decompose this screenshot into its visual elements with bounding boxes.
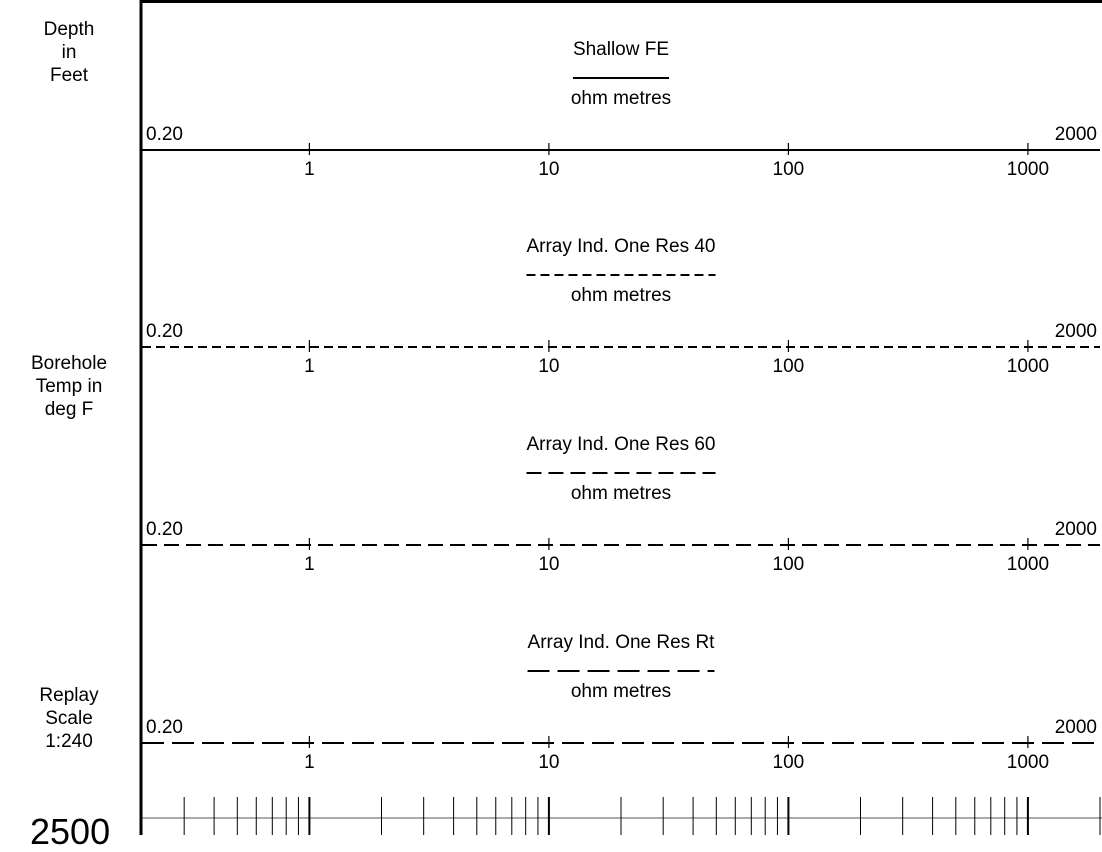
scale-tick-label: 1: [304, 159, 315, 180]
curve-unit: ohm metres: [571, 88, 671, 109]
temperature-label-line: Borehole: [30, 353, 108, 374]
curve-name: Shallow FE: [573, 39, 669, 60]
scale-tick-label: 100: [773, 159, 805, 180]
depth-label-line: in: [61, 42, 77, 63]
scale-max-label: 2000: [1055, 321, 1097, 342]
scale-tick-label: 1: [304, 554, 315, 575]
scale-min-label: 0.20: [146, 124, 183, 145]
scale-min-label: 0.20: [146, 519, 183, 540]
scale-max-label: 2000: [1055, 717, 1097, 738]
depth-label-line: Feet: [49, 65, 89, 86]
scale-min-label: 0.20: [146, 717, 183, 738]
scale-tick-label: 1000: [1007, 554, 1049, 575]
curve-unit: ohm metres: [571, 681, 671, 702]
curve-name: Array Ind. One Res Rt: [528, 632, 716, 653]
scale-tick-label: 1: [304, 356, 315, 377]
replay-scale-label-line: 1:240: [45, 731, 93, 752]
scale-tick-label: 10: [538, 356, 559, 377]
replay-scale-label: Replay Scale 1:240: [0, 684, 138, 753]
depth-label: Depth in Feet: [0, 18, 138, 87]
temperature-label-line: Temp in: [35, 376, 103, 397]
scale-tick-label: 10: [538, 159, 559, 180]
curve-name: Array Ind. One Res 40: [526, 236, 715, 257]
scale-tick-label: 100: [773, 356, 805, 377]
curve-name: Array Ind. One Res 60: [526, 434, 715, 455]
depth-label-line: Depth: [43, 19, 95, 40]
scale-tick-label: 1000: [1007, 752, 1049, 773]
temperature-label: Borehole Temp in deg F: [0, 352, 138, 421]
temperature-label-line: deg F: [44, 399, 94, 420]
scale-max-label: 2000: [1055, 124, 1097, 145]
replay-scale-label-line: Scale: [45, 708, 93, 729]
scale-tick-label: 100: [773, 554, 805, 575]
scale-tick-label: 1000: [1007, 159, 1049, 180]
scale-tick-label: 100: [773, 752, 805, 773]
scale-tick-label: 1: [304, 752, 315, 773]
scale-max-label: 2000: [1055, 519, 1097, 540]
scale-tick-label: 10: [538, 554, 559, 575]
replay-scale-label-line: Replay: [39, 685, 99, 706]
scale-min-label: 0.20: [146, 321, 183, 342]
curve-unit: ohm metres: [571, 483, 671, 504]
curve-unit: ohm metres: [571, 285, 671, 306]
scale-tick-label: 1000: [1007, 356, 1049, 377]
scale-tick-label: 10: [538, 752, 559, 773]
